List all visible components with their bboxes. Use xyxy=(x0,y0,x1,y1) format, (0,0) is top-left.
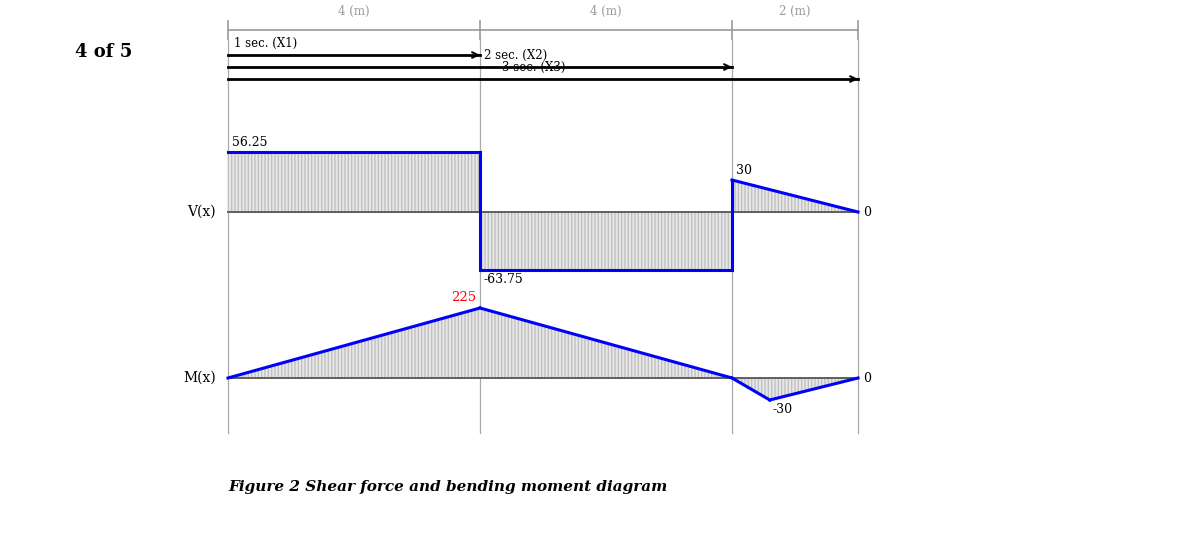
Text: 56.25: 56.25 xyxy=(232,136,268,149)
Text: 225: 225 xyxy=(451,291,476,304)
Polygon shape xyxy=(732,378,858,400)
Text: 0: 0 xyxy=(863,372,871,384)
Text: 2 (m): 2 (m) xyxy=(779,5,811,18)
Text: -63.75: -63.75 xyxy=(484,273,523,286)
Polygon shape xyxy=(228,308,732,378)
Text: V(x): V(x) xyxy=(187,205,216,219)
Text: 2 sec. (X2): 2 sec. (X2) xyxy=(484,49,547,62)
Text: 3 sec. (X3): 3 sec. (X3) xyxy=(502,61,565,74)
Text: M(x): M(x) xyxy=(184,371,216,385)
Text: 4 (m): 4 (m) xyxy=(590,5,622,18)
Text: 1 sec. (X1): 1 sec. (X1) xyxy=(234,37,298,50)
Text: 4 of 5: 4 of 5 xyxy=(74,43,132,61)
Text: 0: 0 xyxy=(863,206,871,218)
Text: -30: -30 xyxy=(773,403,793,416)
Text: 4 (m): 4 (m) xyxy=(338,5,370,18)
Text: Figure 2 Shear force and bending moment diagram: Figure 2 Shear force and bending moment … xyxy=(228,480,667,494)
Text: 30: 30 xyxy=(736,164,752,177)
